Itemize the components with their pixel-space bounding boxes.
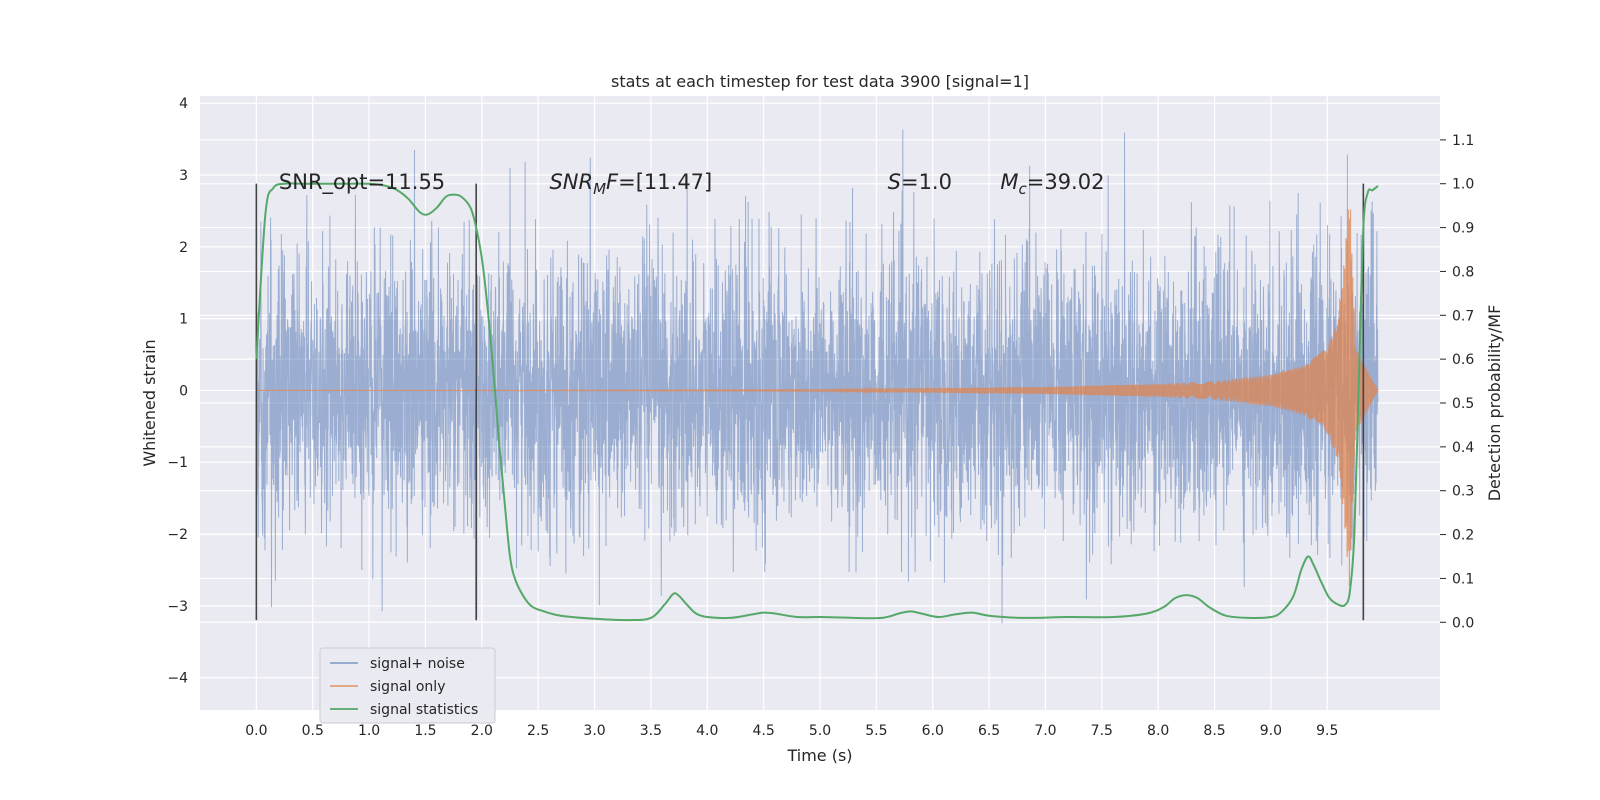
x-tick-label: 4.0 [696, 723, 718, 739]
y-right-tick-label: 0.6 [1452, 352, 1474, 368]
x-tick-label: 9.5 [1316, 723, 1338, 739]
y-right-tick-label: 0.8 [1452, 264, 1474, 280]
legend-entry-signal-noise: signal+ noise [370, 656, 465, 672]
signal-statistics-line [255, 182, 1379, 622]
y-left-tick-label: 0 [179, 383, 188, 399]
x-tick-label: 6.0 [922, 723, 944, 739]
chart-title: stats at each timestep for test data 390… [611, 72, 1029, 91]
y-left-tick-label: 2 [179, 240, 188, 256]
y-right-tick-label: 0.4 [1452, 440, 1474, 456]
y-right-tick-label: 0.7 [1452, 308, 1474, 324]
x-tick-label: 4.5 [753, 723, 775, 739]
series-signal-noise [255, 129, 1379, 624]
x-tick-label: 7.5 [1091, 723, 1113, 739]
x-tick-label: 7.0 [1034, 723, 1056, 739]
x-tick-label: 5.5 [865, 723, 887, 739]
x-tick-label: 5.0 [809, 723, 831, 739]
x-tick-label: 2.5 [527, 723, 549, 739]
y-left-tick-label: −4 [167, 671, 188, 687]
x-tick-labels: 0.0 0.5 1.0 1.5 2.0 2.5 3.0 3.5 4.0 4.5 5.0 5.5 6.0 6… [245, 723, 1338, 739]
x-tick-label: 6.5 [978, 723, 1000, 739]
legend-box [319, 647, 496, 724]
y-left-tick-label: −2 [167, 527, 188, 543]
y-left-tick-labels: −4 −3 −2 −1 0 1 2 3 4 [167, 96, 188, 687]
y-right-tick-label: 0.1 [1452, 571, 1474, 587]
vertical-markers [255, 183, 1365, 621]
x-tick-label: 1.0 [358, 723, 380, 739]
y-right-tick-label: 0.2 [1452, 528, 1474, 544]
y-right-tick-label: 1.1 [1452, 133, 1474, 149]
y-left-tick-label: −1 [167, 455, 188, 471]
annotation-2: S=1.0 [888, 170, 952, 194]
x-tick-label: 9.0 [1260, 723, 1282, 739]
y-right-tick-labels: 0.0 0.1 0.2 0.3 0.4 0.5 0.6 0.7 0.8 0.9 1.0 1.1 [1440, 133, 1474, 631]
series-signal-statistics [255, 182, 1379, 622]
annotation-1: SNRMF=[11.47] [549, 170, 712, 198]
annotation-3: Mc=39.02 [1000, 170, 1104, 198]
x-axis-label: Time (s) [786, 746, 852, 765]
annotation-0: SNR_opt=11.55 [279, 170, 445, 195]
y-right-tick-label: 0.0 [1452, 615, 1474, 631]
x-tick-label: 3.0 [583, 723, 605, 739]
x-tick-label: 8.5 [1203, 723, 1225, 739]
y-right-tick-label: 0.5 [1452, 396, 1474, 412]
legend-entry-signal-statistics: signal statistics [370, 702, 478, 718]
y-left-tick-label: −3 [167, 599, 188, 615]
y-left-tick-label: 1 [179, 312, 188, 328]
x-tick-label: 3.5 [640, 723, 662, 739]
x-tick-label: 0.0 [245, 723, 267, 739]
x-tick-label: 1.5 [414, 723, 436, 739]
legend-entry-signal-only: signal only [370, 679, 445, 695]
series-signal-only [256, 209, 1379, 587]
x-tick-label: 2.0 [471, 723, 493, 739]
y-right-tick-label: 1.0 [1452, 177, 1474, 193]
y-left-tick-label: 3 [179, 168, 188, 184]
y-left-axis-label: Whitened strain [140, 339, 159, 466]
x-tick-label: 8.0 [1147, 723, 1169, 739]
y-right-tick-label: 0.3 [1452, 484, 1474, 500]
legend: signal+ noise signal only signal statist… [319, 647, 496, 724]
y-right-tick-label: 0.9 [1452, 221, 1474, 237]
y-left-tick-label: 4 [179, 96, 188, 112]
signal-only-line [256, 209, 1379, 587]
annotations: SNR_opt=11.55 SNRMF=[11.47] S=1.0 Mc=39.02 [279, 170, 1105, 198]
y-right-axis-label: Detection probability/MF [1485, 305, 1504, 502]
signal-noise-line [255, 129, 1379, 624]
x-tick-label: 0.5 [302, 723, 324, 739]
